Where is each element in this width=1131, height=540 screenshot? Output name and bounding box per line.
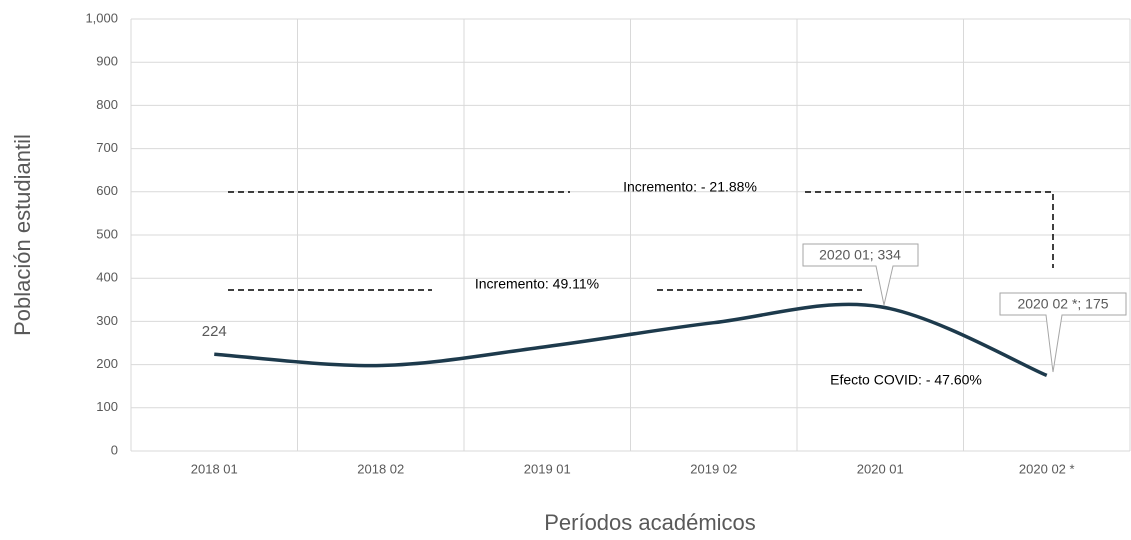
- x-tick-label: 2018 02: [357, 461, 404, 476]
- y-tick-label: 900: [96, 54, 118, 69]
- y-tick-label: 1,000: [85, 10, 118, 25]
- data-label: 224: [202, 323, 227, 340]
- dashed-bracket: [228, 191, 1054, 268]
- y-axis-title: Población estudiantil: [10, 134, 35, 336]
- y-tick-label: 400: [96, 270, 118, 285]
- y-tick-label: 600: [96, 183, 118, 198]
- y-tick-label: 800: [96, 97, 118, 112]
- annotation: Incremento: - 21.88%: [623, 179, 757, 195]
- y-tick-label: 0: [111, 442, 118, 457]
- grid: [130, 18, 1131, 452]
- callout-box: [999, 292, 1127, 373]
- line: [214, 302, 1048, 378]
- annotation: Incremento: 49.11%: [475, 276, 599, 292]
- callout-label: 2020 02 *; 175: [1017, 296, 1108, 312]
- y-tick-label: 300: [96, 313, 118, 328]
- y-tick-label: 500: [96, 226, 118, 241]
- y-tick-label: 100: [96, 399, 118, 414]
- callout-box: [802, 243, 919, 306]
- y-tick-label: 200: [96, 356, 118, 371]
- x-axis-title: Períodos académicos: [544, 510, 756, 535]
- x-tick-label: 2019 02: [690, 461, 737, 476]
- x-tick-label: 2019 01: [524, 461, 571, 476]
- callout-label: 2020 01; 334: [819, 247, 901, 263]
- x-tick-label: 2018 01: [191, 461, 238, 476]
- y-tick-label: 700: [96, 140, 118, 155]
- annotation: Efecto COVID: - 47.60%: [830, 372, 982, 388]
- x-tick-label: 2020 01: [857, 461, 904, 476]
- x-tick-label: 2020 02 *: [1019, 461, 1075, 476]
